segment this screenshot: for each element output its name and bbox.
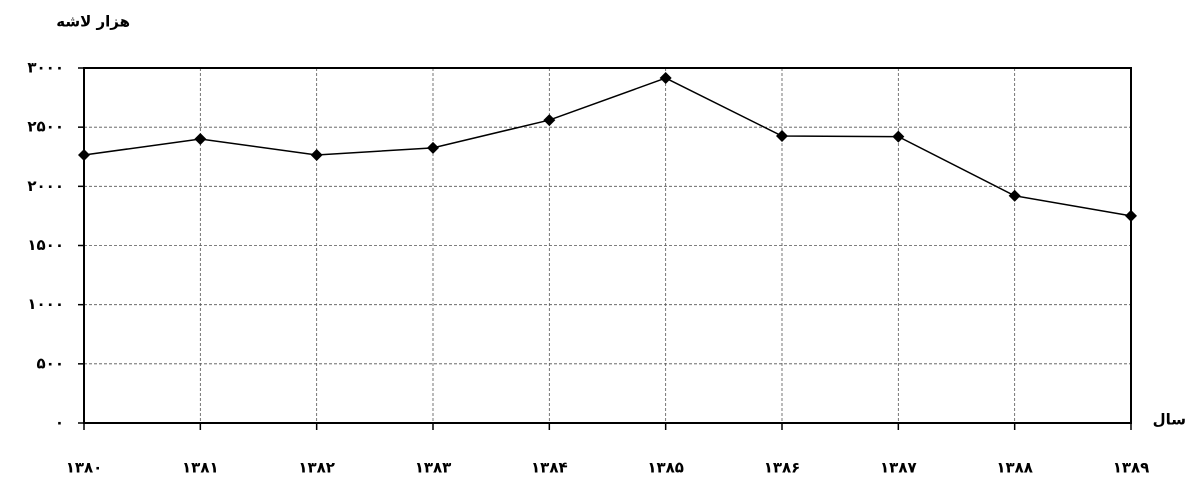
x-tick-label: ۱۳۸۵ <box>647 459 684 477</box>
data-point <box>659 72 672 85</box>
data-point <box>427 141 439 154</box>
y-tick-label: ۱۰۰۰ <box>27 295 64 313</box>
x-tick-label: ۱۳۸۰ <box>66 459 103 477</box>
y-tick-label: ۵۰۰ <box>37 354 64 372</box>
data-point <box>543 114 556 127</box>
y-tick-label: ۱۵۰۰ <box>27 236 64 254</box>
data-point <box>892 130 905 143</box>
data-line <box>83 77 1132 217</box>
x-tick-label: ۱۳۸۶ <box>764 459 801 477</box>
y-axis-title: هزار لاشه <box>56 13 130 31</box>
y-tick-label: ۰ <box>55 414 64 432</box>
data-point <box>78 148 90 161</box>
x-tick-label: ۱۳۸۷ <box>880 459 917 477</box>
y-tick-label: ۲۵۰۰ <box>27 118 64 136</box>
y-tick-label: ۲۰۰۰ <box>27 177 64 195</box>
x-axis-title: سال <box>1153 411 1186 429</box>
x-tick-label: ۱۳۸۲ <box>298 459 335 477</box>
y-tick-label: ۳۰۰۰ <box>27 59 64 77</box>
x-tick-label: ۱۳۸۴ <box>531 459 568 477</box>
data-point <box>1008 189 1021 202</box>
x-tick-label: ۱۳۸۳ <box>415 459 452 477</box>
x-tick-label: ۱۳۸۹ <box>1113 459 1150 477</box>
data-point <box>194 133 207 145</box>
data-point <box>1125 209 1137 222</box>
x-tick-label: ۱۳۸۱ <box>182 459 219 477</box>
data-point <box>310 148 323 161</box>
x-tick-label: ۱۳۸۸ <box>996 459 1033 477</box>
plot-border <box>83 67 1132 424</box>
data-point <box>776 130 788 143</box>
